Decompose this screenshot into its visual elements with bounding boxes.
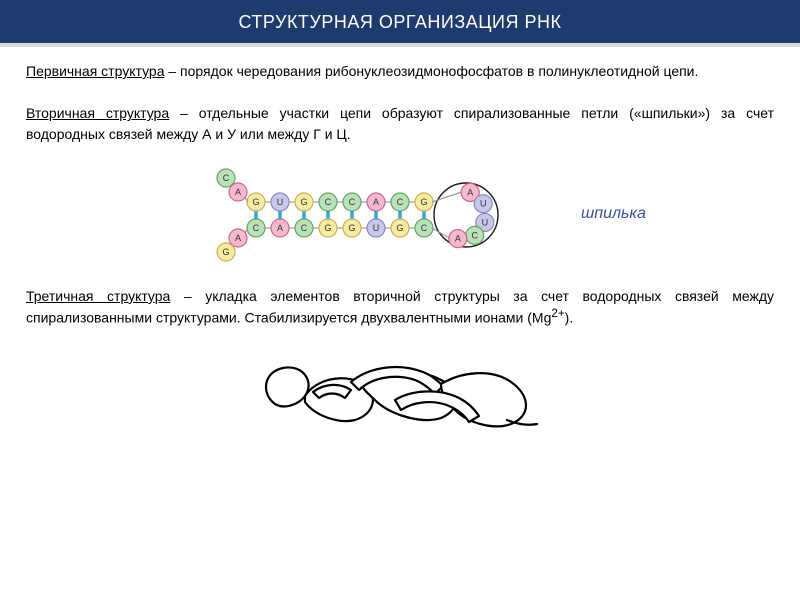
primary-structure-para: Первичная структура – порядок чередовани… [26, 61, 774, 81]
tertiary-term: Третичная структура [26, 288, 170, 304]
svg-text:U: U [480, 199, 487, 209]
secondary-structure-para: Вторичная структура – отдельные участки … [26, 103, 774, 144]
svg-text:G: G [300, 197, 307, 207]
svg-text:A: A [235, 233, 241, 243]
slide-content: Первичная структура – порядок чередовани… [0, 47, 800, 445]
slide-header: СТРУКТУРНАЯ ОРГАНИЗАЦИЯ РНК [0, 0, 800, 43]
hairpin-diagram: GUGCCACGCACGGUGCACAGAUUCA шпилька [26, 158, 774, 278]
svg-text:G: G [348, 223, 355, 233]
svg-text:U: U [373, 223, 380, 233]
svg-text:U: U [482, 217, 489, 227]
primary-term: Первичная структура [26, 63, 164, 79]
svg-text:G: G [396, 223, 403, 233]
svg-text:C: C [301, 223, 308, 233]
tertiary-structure-para: Третичная структура – укладка элементов … [26, 286, 774, 328]
svg-text:G: G [222, 247, 229, 257]
tertiary-structure-svg [255, 342, 545, 437]
svg-text:C: C [253, 223, 260, 233]
tertiary-rest-b: ). [565, 310, 574, 326]
svg-text:C: C [471, 230, 478, 240]
svg-text:A: A [467, 187, 473, 197]
svg-text:A: A [235, 187, 241, 197]
slide-title: СТРУКТУРНАЯ ОРГАНИЗАЦИЯ РНК [239, 12, 562, 32]
svg-text:G: G [420, 197, 427, 207]
svg-text:C: C [349, 197, 356, 207]
svg-text:A: A [373, 197, 379, 207]
svg-text:C: C [223, 173, 230, 183]
svg-text:A: A [277, 223, 283, 233]
primary-rest: – порядок чередования рибонуклеозидмоноф… [164, 63, 698, 79]
svg-text:C: C [325, 197, 332, 207]
svg-text:U: U [277, 197, 284, 207]
svg-text:G: G [324, 223, 331, 233]
hairpin-label: шпилька [581, 202, 646, 225]
svg-text:C: C [397, 197, 404, 207]
svg-text:A: A [455, 234, 461, 244]
svg-text:G: G [252, 197, 259, 207]
tertiary-sup: 2+ [551, 307, 564, 320]
svg-text:C: C [421, 223, 428, 233]
hairpin-svg: GUGCCACGCACGGUGCACAGAUUCA [186, 158, 566, 276]
secondary-term: Вторичная структура [26, 105, 169, 121]
